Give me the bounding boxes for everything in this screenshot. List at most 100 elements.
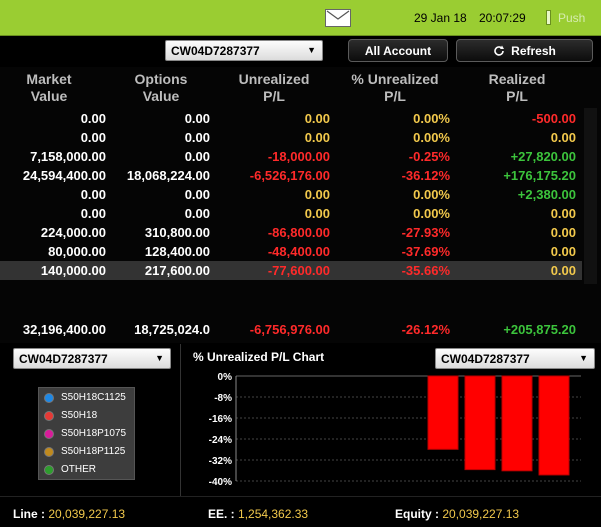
cell-market-value: 0.00 — [80, 187, 106, 202]
cell-options-value: 0.00 — [184, 111, 210, 126]
cell-market-value: 0.00 — [80, 111, 106, 126]
cell-realized-pl: 0.00 — [550, 263, 576, 278]
chart-bar[interactable] — [464, 375, 496, 471]
cell-unrealized-pl: 0.00 — [304, 187, 330, 202]
table-row[interactable]: 0.00 0.00 0.00 0.00% 0.00 — [0, 204, 582, 223]
refresh-button[interactable]: Refresh — [456, 39, 593, 62]
top-bar: 29 Jan 18 20:07:29 Push — [0, 0, 601, 36]
cell-pct-unrealized-pl: 0.00% — [413, 111, 450, 126]
all-account-button[interactable]: All Account — [348, 39, 448, 62]
equity-summary: Equity : 20,039,227.13 — [395, 507, 520, 521]
refresh-label: Refresh — [511, 44, 556, 58]
y-tick-label: -16% — [209, 414, 232, 425]
cell-unrealized-pl: 0.00 — [304, 130, 330, 145]
cell-pct-unrealized-pl: 0.00% — [413, 130, 450, 145]
table-row[interactable]: 24,594,400.00 18,068,224.00 -6,526,176.00 -… — [0, 166, 582, 185]
line-value: 20,039,227.13 — [48, 507, 126, 521]
table-row[interactable]: 7,158,000.00 0.00 -18,000.00 -0.25% +27,820.… — [0, 147, 582, 166]
cell-market-value: 24,594,400.00 — [22, 168, 106, 183]
legend-account-select-value: CW04D7287377 — [19, 352, 108, 366]
total-options-value: 18,725,024.0 — [134, 322, 210, 337]
cell-realized-pl: 0.00 — [550, 244, 576, 259]
envelope-icon[interactable] — [325, 9, 351, 27]
refresh-icon — [494, 45, 505, 56]
totals-row: 32,196,400.00 18,725,024.0 -6,756,976.00… — [0, 320, 582, 339]
cell-unrealized-pl: 0.00 — [304, 111, 330, 126]
header-unrealized-pl: Unrealized P/L — [238, 71, 310, 104]
cell-unrealized-pl: -86,800.00 — [267, 225, 330, 240]
header-options-value: Options Value — [134, 71, 188, 104]
legend-account-select[interactable]: CW04D7287377 ▼ — [13, 348, 171, 369]
y-tick-label: 0% — [218, 372, 233, 383]
cell-options-value: 128,400.00 — [144, 244, 210, 259]
table-scrollbar[interactable] — [584, 108, 597, 284]
table-row[interactable]: 0.00 0.00 0.00 0.00% -500.00 — [0, 109, 582, 128]
legend-dot-icon — [44, 465, 54, 475]
current-date: 29 Jan 18 — [414, 11, 467, 25]
legend-dot-icon — [44, 447, 54, 457]
header-market-value: Market Value — [26, 71, 72, 104]
y-tick-label: -24% — [209, 435, 232, 446]
account-select-value: CW04D7287377 — [171, 44, 260, 58]
cell-unrealized-pl: -77,600.00 — [267, 263, 330, 278]
cell-realized-pl: -500.00 — [531, 111, 576, 126]
header-realized-pl: Realized P/L — [488, 71, 546, 104]
legend-dot-icon — [44, 429, 54, 439]
cell-pct-unrealized-pl: -36.12% — [401, 168, 450, 183]
cell-options-value: 0.00 — [184, 130, 210, 145]
cell-market-value: 224,000.00 — [40, 225, 106, 240]
chart-bar[interactable] — [427, 375, 459, 450]
chart-account-select[interactable]: CW04D7287377 ▼ — [435, 348, 595, 369]
portfolio-table — [0, 67, 601, 343]
push-indicator-icon — [546, 10, 551, 25]
cell-unrealized-pl: -18,000.00 — [267, 149, 330, 164]
legend-dot-icon — [44, 411, 54, 421]
total-market-value: 32,196,400.00 — [22, 322, 106, 337]
table-row[interactable]: 224,000.00 310,800.00 -86,800.00 -27.93% 0.0… — [0, 223, 582, 242]
chart-bar[interactable] — [538, 375, 570, 476]
ee-value: 1,254,362.33 — [238, 507, 309, 521]
cell-options-value: 217,600.00 — [144, 263, 210, 278]
legend-dot-icon — [44, 393, 54, 403]
total-unrealized-pl: -6,756,976.00 — [249, 322, 330, 337]
chevron-down-icon: ▼ — [579, 353, 588, 363]
cell-realized-pl: +27,820.00 — [510, 149, 576, 164]
chart-legend: S50H18C1125 S50H18 S50H18P1075 S50H18P11… — [38, 387, 135, 480]
table-row[interactable]: 0.00 0.00 0.00 0.00% +2,380.00 — [0, 185, 582, 204]
cell-pct-unrealized-pl: -0.25% — [408, 149, 450, 164]
table-row[interactable]: 0.00 0.00 0.00 0.00% 0.00 — [0, 128, 582, 147]
y-tick-label: -40% — [209, 477, 232, 488]
cell-realized-pl: +176,175.20 — [503, 168, 576, 183]
panel-divider — [180, 344, 181, 496]
cell-options-value: 0.00 — [184, 187, 210, 202]
chart-bar[interactable] — [501, 375, 533, 472]
table-row[interactable]: 80,000.00 128,400.00 -48,400.00 -37.69% 0.00 — [0, 242, 582, 261]
cell-market-value: 0.00 — [80, 206, 106, 221]
push-label: Push — [558, 11, 586, 25]
cell-realized-pl: +2,380.00 — [517, 187, 576, 202]
y-tick-label: -32% — [209, 456, 232, 467]
cell-unrealized-pl: -48,400.00 — [267, 244, 330, 259]
unrealized-pl-chart: 0% -8% -16% -24% -32% -40% — [209, 372, 581, 488]
chart-account-select-value: CW04D7287377 — [441, 352, 530, 366]
account-select[interactable]: CW04D7287377 ▼ — [165, 40, 323, 61]
cell-realized-pl: 0.00 — [550, 206, 576, 221]
account-summary-bar: Line : 20,039,227.13 EE. : 1,254,362.33 … — [0, 496, 601, 527]
cell-market-value: 80,000.00 — [48, 244, 106, 259]
current-time: 20:07:29 — [479, 11, 526, 25]
cell-pct-unrealized-pl: -35.66% — [401, 263, 450, 278]
cell-unrealized-pl: 0.00 — [304, 206, 330, 221]
cell-market-value: 7,158,000.00 — [30, 149, 106, 164]
chevron-down-icon: ▼ — [155, 353, 164, 363]
cell-pct-unrealized-pl: 0.00% — [413, 206, 450, 221]
cell-market-value: 0.00 — [80, 130, 106, 145]
cell-market-value: 140,000.00 — [40, 263, 106, 278]
cell-pct-unrealized-pl: -27.93% — [401, 225, 450, 240]
cell-realized-pl: 0.00 — [550, 130, 576, 145]
table-row[interactable]: 140,000.00 217,600.00 -77,600.00 -35.66% 0.0… — [0, 261, 582, 280]
cell-options-value: 310,800.00 — [144, 225, 210, 240]
equity-value: 20,039,227.13 — [442, 507, 520, 521]
total-pct-unrealized-pl: -26.12% — [401, 322, 450, 337]
cell-options-value: 18,068,224.00 — [126, 168, 210, 183]
cell-options-value: 0.00 — [184, 149, 210, 164]
